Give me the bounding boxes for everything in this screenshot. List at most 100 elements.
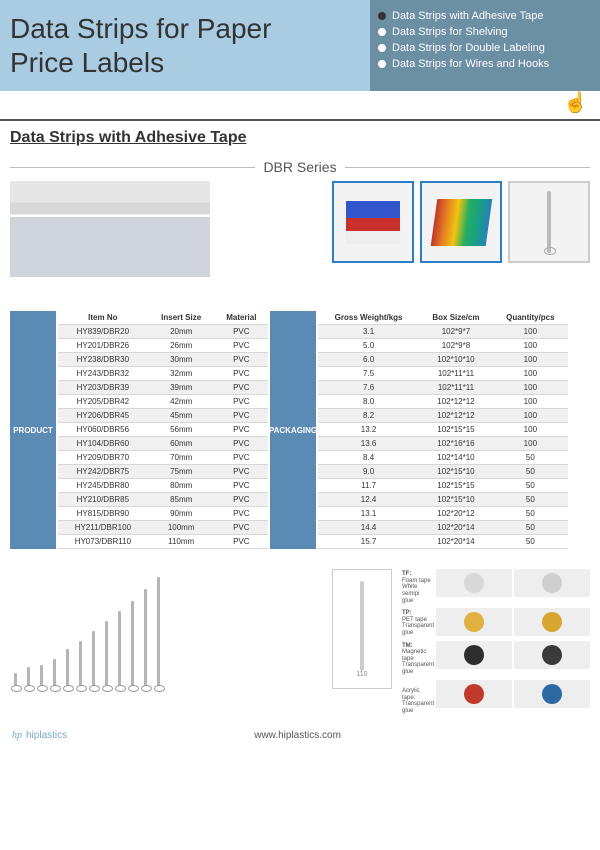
cell: 13.2 [318, 423, 419, 437]
tape-image [436, 641, 512, 669]
cell: HY209/DBR70 [58, 451, 148, 465]
cell: HY206/DBR45 [58, 409, 148, 423]
cell: 102*15*10 [419, 465, 493, 479]
cell: HY242/DBR75 [58, 465, 148, 479]
cell: 9.0 [318, 465, 419, 479]
cell: HY201/DBR26 [58, 339, 148, 353]
cell: 60mm [148, 437, 215, 451]
cell: 50 [493, 507, 568, 521]
cell: 102*12*12 [419, 409, 493, 423]
col-header: Gross Weight/kgs [318, 311, 419, 325]
series-line-left [10, 167, 255, 168]
page-header: Data Strips for Paper Price Labels Data … [0, 0, 600, 91]
cell: PVC [215, 353, 268, 367]
table-row: HY243/DBR3232mmPVC [58, 367, 268, 381]
table-row: 3.1102*9*7100 [318, 325, 568, 339]
stem [118, 611, 121, 689]
header-title-block: Data Strips for Paper Price Labels [0, 0, 370, 91]
tape-label: TM:Magnetic tape Transparent glue [400, 641, 434, 678]
footer-url: www.hiplastics.com [254, 730, 341, 741]
nav-item[interactable]: Data Strips for Shelving [378, 26, 592, 38]
cell: 102*20*14 [419, 521, 493, 535]
stem [53, 659, 56, 689]
cell: 102*10*10 [419, 353, 493, 367]
nav-label: Data Strips for Shelving [392, 26, 508, 38]
brand-name: hiplastics [26, 730, 67, 741]
cell: 3.1 [318, 325, 419, 339]
cell: 110mm [148, 535, 215, 549]
thumb-1[interactable] [332, 181, 414, 263]
cell: HY060/DBR56 [58, 423, 148, 437]
tables-wrap: PRODUCT Item NoInsert SizeMaterial HY839… [10, 311, 590, 549]
series-line-right [345, 167, 590, 168]
table-row: 7.5102*11*11100 [318, 367, 568, 381]
cell: PVC [215, 395, 268, 409]
profile-drawing: 110 [332, 569, 392, 689]
cell: HY245/DBR80 [58, 479, 148, 493]
cell: 32mm [148, 367, 215, 381]
cell: PVC [215, 367, 268, 381]
cell: PVC [215, 437, 268, 451]
cell: 102*20*14 [419, 535, 493, 549]
bullet-icon [378, 28, 386, 36]
cell: 102*16*16 [419, 437, 493, 451]
cell: HY815/DBR90 [58, 507, 148, 521]
cell: 85mm [148, 493, 215, 507]
page-title: Data Strips for Paper Price Labels [10, 12, 360, 79]
cell: 13.6 [318, 437, 419, 451]
title-line-2: Price Labels [10, 47, 164, 78]
cell: 8.0 [318, 395, 419, 409]
table-row: HY245/DBR8080mmPVC [58, 479, 268, 493]
cell: 102*11*11 [419, 367, 493, 381]
col-header: Item No [58, 311, 148, 325]
cell: 7.5 [318, 367, 419, 381]
cell: PVC [215, 451, 268, 465]
tape-types-grid: TF:Foam tape White semipi glueTP:PET tap… [400, 569, 590, 716]
table-row: HY206/DBR4545mmPVC [58, 409, 268, 423]
stem [27, 667, 30, 689]
cell: 14.4 [318, 521, 419, 535]
product-table: Item NoInsert SizeMaterial HY839/DBR2020… [58, 311, 268, 549]
nav-item[interactable]: Data Strips with Adhesive Tape [378, 10, 592, 22]
footer: hp hiplastics www.hiplastics.com [0, 726, 600, 749]
cell: 6.0 [318, 353, 419, 367]
cell: HY104/DBR60 [58, 437, 148, 451]
cell: 100 [493, 409, 568, 423]
thumb-2[interactable] [420, 181, 502, 263]
col-header: Insert Size [148, 311, 215, 325]
header-nav: Data Strips with Adhesive Tape Data Strip… [370, 0, 600, 91]
cell: 102*11*11 [419, 381, 493, 395]
table-row: HY073/DBR110110mmPVC [58, 535, 268, 549]
cell: 100 [493, 353, 568, 367]
table-row: 14.4102*20*1450 [318, 521, 568, 535]
stem [131, 601, 134, 689]
col-header: Quantity/pcs [493, 311, 568, 325]
nav-item[interactable]: Data Strips for Double Labeling [378, 42, 592, 54]
table-row: 5.0102*9*8100 [318, 339, 568, 353]
cell: PVC [215, 423, 268, 437]
table-row: 11.7102*15*1550 [318, 479, 568, 493]
thumb-3[interactable] [508, 181, 590, 263]
tape-image [436, 608, 512, 636]
cell: 100 [493, 381, 568, 395]
cell: HY243/DBR32 [58, 367, 148, 381]
tape-image [436, 569, 512, 597]
table-row: 9.0102*15*1050 [318, 465, 568, 479]
cell: HY203/DBR39 [58, 381, 148, 395]
cell: 15.7 [318, 535, 419, 549]
cell: 11.7 [318, 479, 419, 493]
stem [79, 641, 82, 689]
cell: 102*15*15 [419, 479, 493, 493]
nav-item[interactable]: Data Strips for Wires and Hooks [378, 58, 592, 70]
cell: PVC [215, 493, 268, 507]
cell: 20mm [148, 325, 215, 339]
table-row: HY205/DBR4242mmPVC [58, 395, 268, 409]
main-section: Data Strips with Adhesive Tape DBR Serie… [0, 121, 600, 565]
cell: 102*20*12 [419, 507, 493, 521]
table-row: 8.2102*12*12100 [318, 409, 568, 423]
table-row: 7.6102*11*11100 [318, 381, 568, 395]
cell: HY073/DBR110 [58, 535, 148, 549]
tape-image [514, 608, 590, 636]
cell: PVC [215, 507, 268, 521]
cell: 102*15*10 [419, 493, 493, 507]
